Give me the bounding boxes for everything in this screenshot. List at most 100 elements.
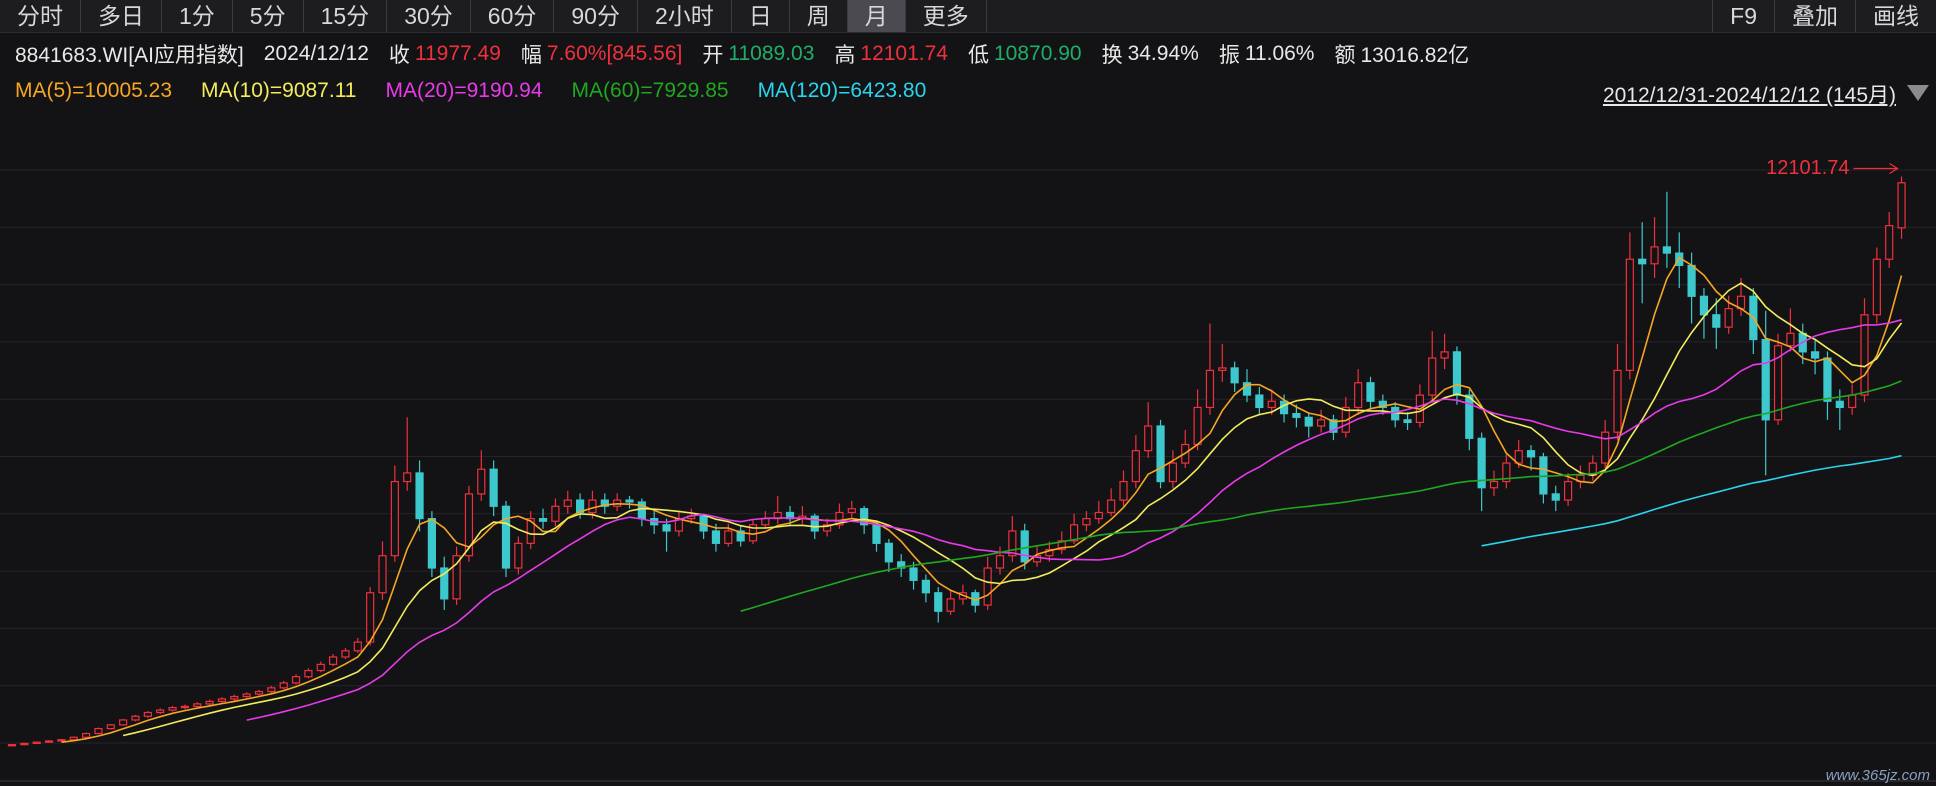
candle-body	[1316, 419, 1326, 427]
candle-body	[242, 693, 251, 698]
candle-body	[131, 715, 140, 721]
quote-value: 34.94%	[1127, 42, 1199, 65]
toolbar: 分时 多日 1分 5分 15分 30分 60分 90分 2小时日周月更多 F9 叠加 画线	[0, 0, 1936, 33]
candle-body	[588, 499, 597, 514]
candle-body	[662, 524, 671, 532]
tool-button[interactable]: 画线	[1855, 0, 1936, 32]
quote-label: 换	[1101, 44, 1123, 67]
candle-body	[1107, 499, 1116, 514]
candle-body	[1514, 450, 1523, 464]
candle-body	[1860, 314, 1869, 396]
period-button[interactable]: 多日	[81, 0, 162, 32]
candle-body	[1823, 357, 1832, 402]
period-button[interactable]: 更多	[906, 0, 987, 32]
quote-value: 10870.90	[993, 42, 1082, 65]
quote-label: 额	[1334, 44, 1356, 67]
candle-body	[329, 656, 338, 665]
candle-body	[1020, 530, 1029, 563]
candle-body	[1489, 480, 1499, 489]
period-button[interactable]: 2小时	[638, 0, 732, 32]
candle-body	[1563, 480, 1573, 501]
ma-line	[61, 256, 1903, 743]
candle-body	[94, 727, 103, 735]
ma-legend-entry: MA(20)=9190.94	[385, 79, 543, 102]
quote-value: 12101.74	[860, 42, 948, 65]
period-button[interactable]: 5分	[233, 0, 304, 32]
period-button[interactable]: 1分	[162, 0, 233, 32]
candle-body	[205, 700, 214, 705]
range-label[interactable]: 2012/12/31-2024/12/12 (145月)	[1602, 84, 1896, 107]
period-button[interactable]: 分时	[0, 0, 81, 32]
candle-body	[1526, 450, 1536, 458]
candle-body	[69, 736, 78, 741]
range-dropdown[interactable]	[1906, 84, 1930, 102]
quote-label: 开	[702, 44, 724, 67]
ma-legend-entry: MA(5)=10005.23	[15, 79, 173, 102]
candle-body	[390, 480, 399, 557]
candle-body	[119, 719, 128, 726]
candle-body	[353, 641, 362, 652]
candle-body	[1848, 394, 1857, 409]
tool-button[interactable]: 叠加	[1774, 0, 1855, 32]
candle-body	[1131, 450, 1140, 483]
candle-body	[477, 468, 486, 495]
triangle	[1907, 85, 1929, 101]
period-button[interactable]: 15分	[304, 0, 388, 32]
candle-body	[909, 567, 918, 581]
ma-legend-entry: MA(10)=9087.11	[201, 79, 357, 102]
candle-body	[1366, 382, 1375, 402]
max-label: 12101.74	[1766, 157, 1849, 179]
candle-body	[1193, 406, 1202, 446]
candle-body	[291, 676, 301, 684]
candle-body	[1551, 493, 1560, 501]
period-button[interactable]: 90分	[554, 0, 638, 32]
candle-body	[1625, 258, 1634, 372]
candle-body	[440, 567, 449, 600]
period-button[interactable]: 周	[790, 0, 848, 32]
quote-label: 幅	[520, 44, 542, 67]
candle-body	[1008, 530, 1017, 557]
candle-body	[378, 555, 387, 594]
period-button[interactable]: 月	[847, 0, 906, 32]
candle-body	[1094, 511, 1103, 520]
candle-body	[1230, 367, 1239, 384]
candle-body	[464, 493, 474, 557]
quote-label: 振	[1218, 44, 1240, 67]
candle-body	[1613, 369, 1622, 433]
candle-body	[1440, 351, 1449, 359]
period-button[interactable]: 日	[732, 0, 790, 32]
candle-body	[304, 669, 313, 678]
candle-body	[1773, 345, 1783, 421]
candle-body	[106, 724, 115, 730]
max-arrow-head	[1889, 162, 1899, 175]
candle-body	[1872, 258, 1881, 316]
candle-body	[427, 517, 436, 569]
candle-body	[1156, 425, 1165, 483]
candle-body	[724, 530, 733, 544]
candle-body	[57, 739, 66, 742]
candle-body	[1428, 357, 1437, 396]
candle-body	[168, 707, 177, 711]
candle-body	[1292, 413, 1301, 418]
candle-body	[934, 592, 943, 612]
period-button[interactable]: 60分	[471, 0, 555, 32]
ma-line	[246, 319, 1902, 721]
ma-line	[740, 380, 1902, 612]
candle-body	[7, 744, 17, 747]
candle-body	[526, 517, 535, 544]
candle-body	[1255, 394, 1264, 409]
period-button[interactable]: 30分	[387, 0, 471, 32]
candle-body	[538, 517, 548, 522]
candle-body	[1477, 437, 1486, 489]
candle-body	[81, 732, 91, 738]
candle-body	[835, 511, 844, 526]
candle-body	[341, 650, 350, 658]
ma-legend-entry: MA(120)=6423.80	[757, 79, 927, 102]
candle-body	[415, 472, 424, 520]
quote-value: 11.06%	[1244, 42, 1315, 65]
candle-body	[761, 517, 770, 526]
quote-bar: 8841683.WI[AI应用指数] 2024/12/12 收 11977.49 幅…	[15, 40, 1469, 68]
tool-button[interactable]: F9	[1712, 0, 1774, 32]
candle-body	[452, 555, 461, 600]
